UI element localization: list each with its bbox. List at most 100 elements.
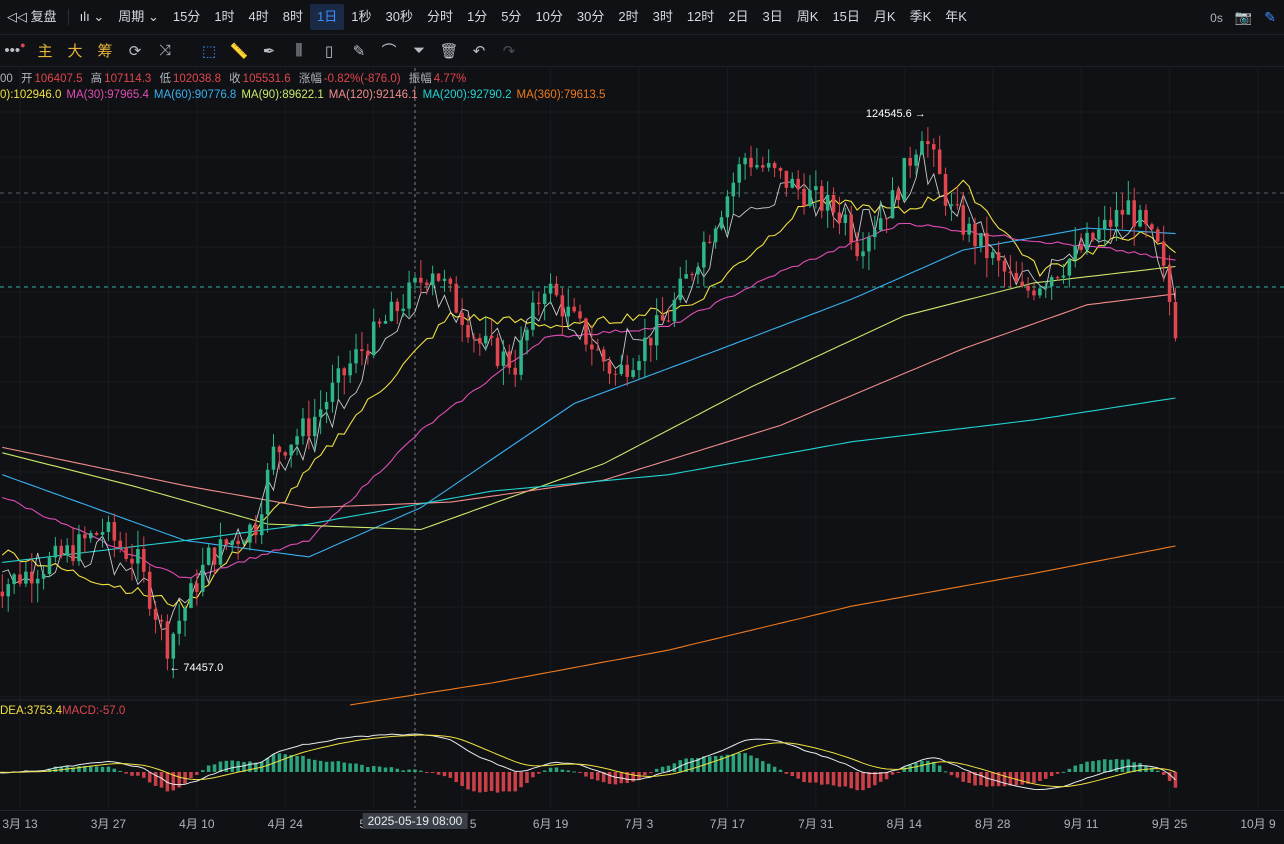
undo-icon[interactable]: ↶ (472, 42, 486, 60)
ma-line-ma60 (2, 227, 1176, 558)
interval-16[interactable]: 3日 (762, 9, 783, 24)
candle-body (595, 349, 600, 351)
macd-histogram-bar (914, 763, 918, 772)
pen-icon[interactable]: ✒ (262, 42, 276, 60)
candle-body (643, 337, 647, 362)
candle-body (973, 223, 977, 247)
macd-histogram-bar (867, 772, 871, 789)
filter-icon[interactable]: ⏷ (412, 42, 425, 59)
macd-histogram-bar (796, 772, 800, 779)
pattern-icon[interactable]: ⫼ (295, 42, 303, 59)
trash-icon[interactable]: 🗑 (439, 42, 459, 60)
ma-legend-item: MA(200):92790.2 (422, 89, 512, 101)
macd-histogram-bar (926, 760, 930, 772)
macd-histogram-bar (53, 766, 58, 772)
macd-histogram-bar (377, 766, 382, 772)
candle-body (442, 278, 447, 281)
candle-body (649, 337, 653, 346)
note-icon[interactable]: ✎ (352, 42, 366, 60)
interval-14[interactable]: 12时 (686, 9, 715, 24)
interval-13[interactable]: 3时 (652, 9, 673, 24)
macd-histogram-bar (861, 772, 865, 791)
ma-line-ma30 (2, 222, 1176, 579)
interval-4[interactable]: 1日 (310, 4, 345, 30)
macd-histogram-bar (819, 772, 824, 785)
interval-18[interactable]: 15日 (832, 9, 860, 24)
interval-17[interactable]: 周K (796, 9, 819, 24)
candle-body (1097, 229, 1101, 240)
macd-histogram-bar (560, 769, 565, 772)
macd-histogram-bar (607, 772, 612, 784)
macd-histogram-bar (537, 772, 541, 774)
interval-2[interactable]: 4时 (248, 9, 269, 24)
candle-body (867, 237, 871, 252)
interval-8[interactable]: 1分 (466, 9, 488, 24)
chip-distribution-button[interactable]: 筹 (97, 43, 113, 60)
interval-7[interactable]: 分时 (426, 9, 453, 24)
macd-histogram-bar (83, 766, 87, 772)
macd-histogram-bar (318, 760, 323, 772)
interval-9[interactable]: 5分 (501, 9, 522, 24)
candle-body (183, 607, 187, 621)
interval-21[interactable]: 年K (945, 9, 967, 24)
interval-19[interactable]: 月K (873, 9, 896, 24)
candle-body (884, 218, 889, 220)
candle-body (625, 364, 629, 377)
redo-icon[interactable]: ↷ (502, 42, 516, 60)
macd-histogram-bar (507, 772, 512, 792)
macd-panel (0, 733, 1178, 793)
macd-histogram-bar (1108, 759, 1113, 772)
candle-body (1138, 209, 1142, 227)
interval-1[interactable]: 1时 (214, 9, 235, 24)
ruler-icon[interactable]: 📏 (229, 42, 249, 60)
chart-type-button[interactable]: ılı ⌄ (73, 4, 112, 30)
macd-histogram-bar (985, 772, 989, 787)
candle-body (472, 337, 476, 339)
extreme-label: ← 74457.0 (169, 662, 223, 674)
position-icon[interactable]: ▯ (324, 42, 334, 60)
more-button[interactable]: ••• ● (4, 39, 26, 60)
interval-10[interactable]: 10分 (535, 9, 563, 24)
macd-histogram-bar (200, 770, 205, 772)
candle-body (755, 165, 759, 168)
macd-histogram-bar (654, 768, 659, 772)
macd-histogram-bar (519, 772, 523, 788)
main-indicator-button[interactable]: 主 (37, 43, 53, 60)
macd-histogram-bar (1114, 759, 1119, 772)
cursor-icon[interactable]: ⬚ (201, 42, 217, 60)
interval-list: 15分 1时 4时 8时 1日 1秒 30秒 分时 1分 5分 10分 30分 2时 3时 12时 2日 3日周… (166, 4, 974, 30)
compare-icon[interactable]: ⤨ (158, 42, 171, 59)
candle-body (1055, 277, 1060, 279)
edit-icon[interactable]: ✎ (1264, 9, 1276, 25)
candle-body (171, 633, 176, 659)
ma-legend-item: 0):102946.0 (0, 89, 62, 101)
interval-11[interactable]: 30分 (576, 9, 605, 24)
candle-body (348, 363, 352, 376)
interval-3[interactable]: 8时 (282, 9, 304, 24)
indicator-icon[interactable]: ⟳ (128, 42, 142, 60)
interval-20[interactable]: 季K (909, 9, 932, 24)
candle-body (914, 154, 918, 166)
interval-6[interactable]: 30秒 (385, 9, 413, 24)
chevron-down-icon: ⌄ (147, 9, 159, 24)
candle-body (206, 547, 211, 565)
ma-line-5 (2, 145, 1176, 631)
candle-body (778, 168, 783, 171)
candle-body (1038, 288, 1042, 296)
candle-body (330, 382, 335, 402)
candle-body (501, 351, 506, 366)
macd-histogram-bar (595, 772, 600, 781)
interval-0[interactable]: 15分 (172, 9, 201, 24)
macd-histogram-bar (554, 767, 559, 772)
period-dropdown[interactable]: 周期 ⌄ (118, 9, 159, 24)
big-order-button[interactable]: 大 (67, 43, 83, 60)
interval-15[interactable]: 2日 (728, 9, 749, 24)
replay-button[interactable]: ◁◁ 复盘 (7, 9, 57, 24)
interval-5[interactable]: 1秒 (351, 9, 372, 24)
magnet-icon[interactable]: ⌒ (381, 43, 397, 60)
x-tick-label: 8月 28 (975, 817, 1011, 831)
interval-12[interactable]: 2时 (618, 9, 639, 24)
camera-icon[interactable]: 📷 (1234, 9, 1253, 25)
candle-body (377, 321, 382, 324)
